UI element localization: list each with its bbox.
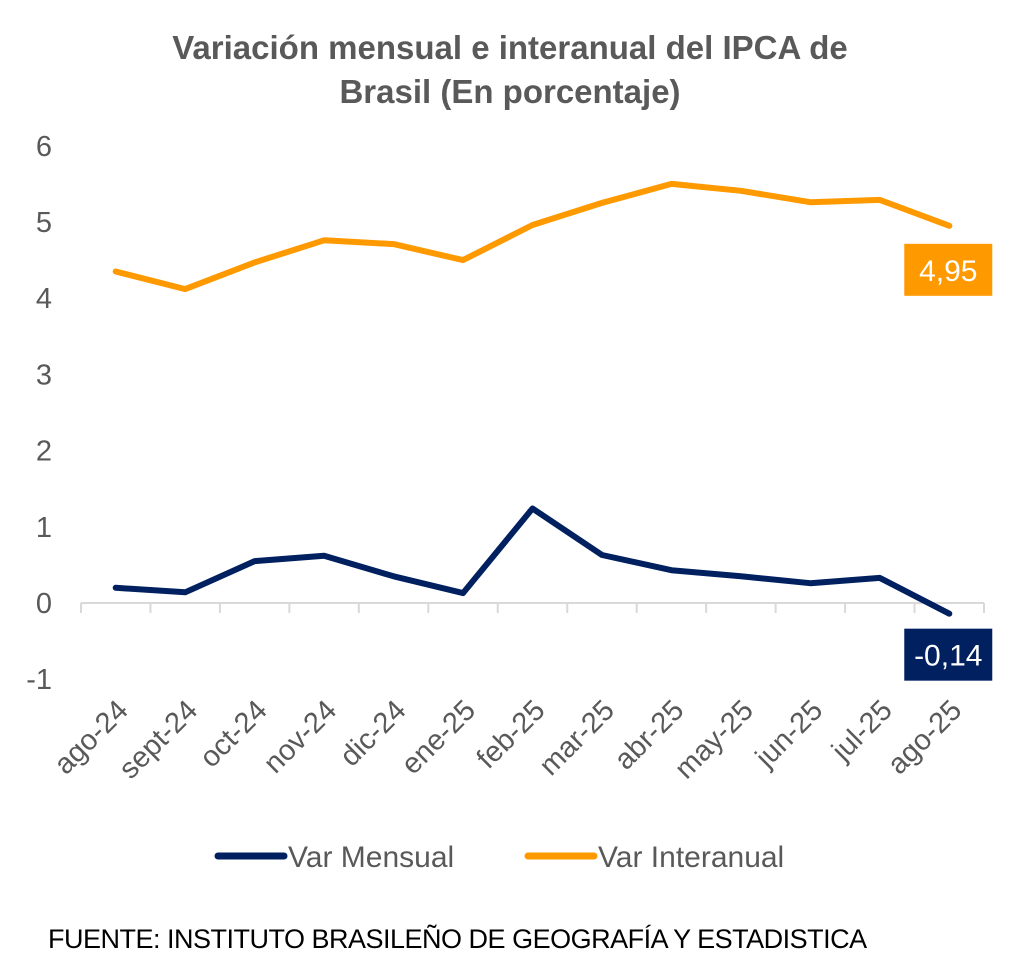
x-tick-label: may-25 <box>669 694 760 785</box>
series-line-var-mensual <box>112 505 953 617</box>
y-tick-label: 1 <box>36 512 52 544</box>
y-axis: -1 0 1 2 3 4 5 6 <box>26 131 52 696</box>
end-value-label: -0,14 <box>914 640 982 673</box>
legend-label: Var Interanual <box>598 841 784 874</box>
y-tick-label: 6 <box>36 131 52 163</box>
legend-label: Var Mensual <box>288 841 454 874</box>
chart-title-line-1: Variación mensual e interanual del IPCA … <box>172 29 848 66</box>
end-value-label: 4,95 <box>919 255 977 288</box>
series-line-var-interanual <box>112 180 953 293</box>
x-tick-label: sept-24 <box>113 694 204 785</box>
x-tick-label: jun-25 <box>749 694 829 774</box>
data-labels: -0,14 4,95 <box>904 243 993 681</box>
source-note: FUENTE: INSTITUTO BRASILEÑO DE GEOGRAFÍA… <box>48 924 867 954</box>
chart-title-line-2: Brasil (En porcentaje) <box>339 73 681 110</box>
end-value-label-box <box>904 628 993 681</box>
chart-title: Variación mensual e interanual del IPCA … <box>0 26 1020 114</box>
y-tick-label: 2 <box>36 436 52 468</box>
y-tick-label: 0 <box>36 588 52 620</box>
x-tick-label: mar-25 <box>533 694 621 782</box>
y-tick-label: -1 <box>26 664 52 696</box>
y-tick-label: 4 <box>36 283 52 315</box>
x-axis: ago-24sept-24oct-24nov-24dic-24ene-25feb… <box>48 602 985 785</box>
x-tick-label: ago-25 <box>882 694 968 780</box>
end-value-label-box <box>904 243 993 296</box>
x-tick-label: nov-24 <box>258 694 343 779</box>
y-tick-label: 5 <box>36 207 52 239</box>
x-tick-label: ene-25 <box>396 694 482 780</box>
legend: Var Mensual Var Interanual <box>214 841 784 874</box>
series-group <box>112 180 953 617</box>
y-tick-label: 3 <box>36 359 52 391</box>
